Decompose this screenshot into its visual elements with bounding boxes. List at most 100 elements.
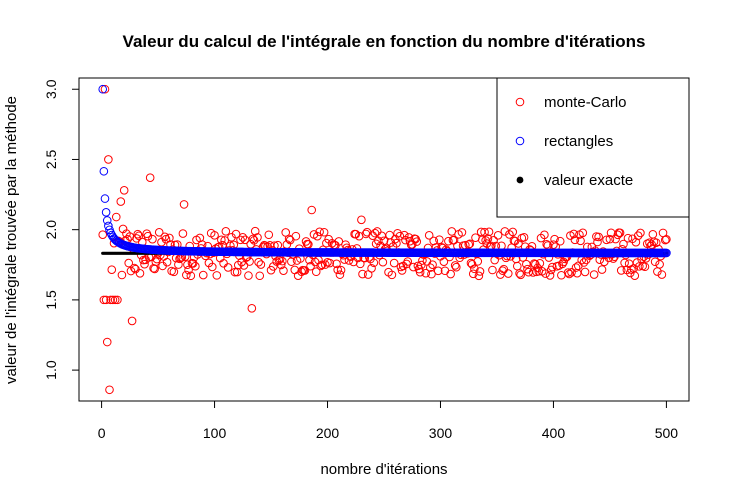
monte-carlo-point	[572, 268, 582, 278]
monte-carlo-point	[567, 268, 576, 277]
monte-carlo-point	[113, 295, 122, 305]
monte-carlo-point	[662, 234, 671, 244]
monte-carlo-point	[630, 271, 640, 280]
monte-carlo-point	[488, 265, 497, 275]
y-tick-label: 2.0	[43, 220, 59, 240]
monte-carlo-point	[433, 266, 443, 276]
rectangles-point	[101, 207, 111, 217]
monte-carlo-point	[319, 227, 329, 237]
x-axis: 0 100 200 300 400 500	[98, 400, 679, 441]
monte-carlo-point	[306, 261, 315, 271]
monte-carlo-point	[154, 227, 164, 237]
monte-carlo-point	[239, 261, 249, 270]
monte-carlo-point	[336, 265, 346, 275]
monte-carlo-point	[108, 295, 118, 305]
monte-carlo-point	[392, 238, 401, 248]
monte-carlo-point	[389, 258, 399, 268]
monte-carlo-point	[236, 235, 245, 245]
monte-carlo-point	[450, 261, 460, 270]
monte-carlo-point	[165, 233, 174, 243]
monte-carlo-point	[316, 261, 326, 271]
monte-carlo-point	[498, 266, 507, 275]
monte-carlo-point	[470, 264, 479, 274]
monte-carlo-point	[475, 267, 485, 276]
monte-carlo-point	[207, 262, 217, 272]
monte-carlo-point	[508, 227, 518, 237]
monte-carlo-point	[640, 262, 650, 272]
monte-carlo-point	[244, 271, 253, 280]
monte-carlo-point	[473, 257, 483, 266]
monte-carlo-point	[212, 271, 222, 280]
monte-carlo-point	[119, 186, 129, 195]
legend-item-monte-carlo: monte-Carlo	[515, 94, 627, 111]
monte-carlo-point	[278, 256, 287, 266]
x-tick-label: 0	[98, 425, 106, 441]
monte-carlo-point	[439, 257, 449, 266]
monte-carlo-point	[421, 268, 431, 278]
monte-carlo-point	[254, 257, 263, 267]
y-tick-label: 1.5	[43, 290, 59, 310]
monte-carlo-point	[191, 261, 200, 271]
monte-carlo-point	[457, 228, 467, 237]
monte-carlo-point	[555, 236, 565, 246]
monte-carlo-point	[311, 267, 321, 277]
monte-carlo-point	[210, 230, 219, 240]
monte-carlo-point	[148, 234, 157, 244]
monte-carlo-point	[313, 231, 322, 241]
monte-carlo-point	[597, 265, 607, 274]
monte-carlo-point	[655, 260, 664, 269]
monte-carlo-point	[145, 173, 155, 183]
x-tick-label: 500	[655, 425, 679, 441]
monte-carlo-point	[255, 271, 265, 281]
legend-marker-valeur-exacte	[516, 176, 524, 184]
y-tick-label: 2.5	[43, 150, 59, 170]
monte-carlo-point	[178, 229, 188, 238]
monte-carlo-point	[182, 270, 191, 280]
monte-carlo-point	[186, 271, 196, 281]
legend-box	[496, 77, 690, 218]
monte-carlo-point	[227, 232, 236, 242]
monte-carlo-point	[264, 230, 274, 240]
monte-carlo-point	[426, 263, 435, 272]
monte-carlo-point	[657, 270, 667, 279]
monte-carlo-point	[570, 235, 580, 245]
monte-carlo-point	[291, 231, 301, 241]
monte-carlo-point	[548, 262, 557, 272]
monte-carlo-point	[107, 265, 117, 275]
monte-carlo-point	[558, 259, 567, 269]
monte-carlo-point	[279, 266, 288, 275]
monte-carlo-point	[217, 235, 226, 245]
monte-carlo-point	[651, 238, 661, 248]
monte-carlo-point	[369, 258, 379, 268]
monte-carlo-point	[133, 229, 143, 239]
rectangles-point	[102, 216, 112, 225]
monte-carlo-point	[135, 268, 145, 278]
monte-carlo-point	[105, 385, 114, 395]
monte-carlo-point	[127, 316, 137, 326]
monte-carlo-point	[395, 231, 405, 241]
monte-carlo-point	[499, 264, 509, 274]
monte-carlo-point	[334, 237, 344, 246]
monte-carlo-point	[357, 215, 366, 225]
monte-carlo-point	[100, 84, 110, 94]
monte-carlo-point	[99, 295, 109, 305]
monte-carlo-point	[569, 229, 579, 239]
monte-carlo-point	[317, 260, 327, 270]
monte-carlo-point	[390, 234, 400, 244]
monte-carlo-point	[124, 258, 134, 268]
monte-carlo-point	[516, 270, 525, 280]
monte-carlo-point	[589, 270, 599, 279]
legend-label-valeur-exacte: valeur exacte	[544, 172, 633, 189]
monte-carlo-point	[444, 236, 453, 246]
chart-title: Valeur du calcul de l'intégrale en fonct…	[123, 32, 646, 51]
monte-carlo-point	[464, 240, 474, 249]
monte-carlo-point	[358, 269, 367, 279]
legend-item-valeur-exacte: valeur exacte	[516, 172, 633, 189]
monte-carlo-point	[549, 240, 558, 249]
x-axis-label: nombre d'itérations	[320, 461, 447, 478]
monte-carlo-point	[427, 269, 436, 279]
y-tick-label: 3.0	[43, 79, 59, 99]
monte-carlo-point	[98, 230, 108, 240]
monte-carlo-point	[535, 258, 545, 268]
y-axis: 1.0 1.5 2.0 2.5 3.0	[43, 79, 80, 380]
